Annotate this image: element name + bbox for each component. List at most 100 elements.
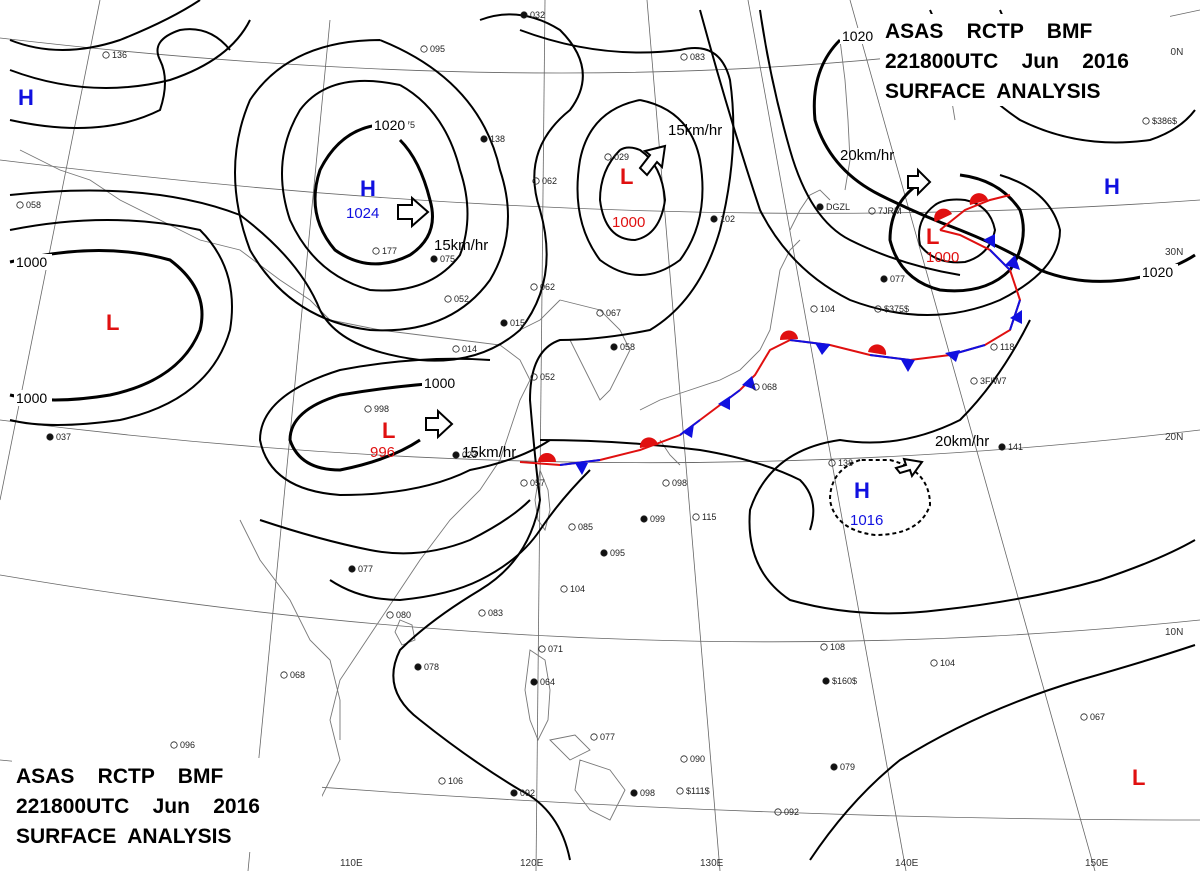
station-marker: [710, 215, 718, 223]
low-yellow-sea-value: 1000: [612, 214, 645, 231]
station-label: 077: [600, 732, 615, 742]
station-marker: [1142, 117, 1150, 125]
station-marker: [990, 343, 998, 351]
move-label-northeast: 20km/hr: [840, 147, 894, 164]
station-marker: [830, 763, 838, 771]
isobar-top-left2: [9, 19, 251, 89]
move-label-mongolia: 15km/hr: [434, 237, 488, 254]
coast-taiwan: [534, 468, 551, 532]
coast-visayas: [549, 734, 591, 761]
coast-sakhalin: [839, 39, 851, 191]
coast-hainan: [394, 619, 416, 646]
cold-tri-6: [900, 358, 915, 372]
high-pacific-value: 1016: [850, 512, 883, 529]
station-label: 078: [424, 662, 439, 672]
header-top-line3: SURFACE ANALYSIS: [885, 80, 1101, 103]
station-marker: [16, 201, 24, 209]
station-marker: [774, 808, 782, 816]
station-marker: [820, 643, 828, 651]
station-marker: [520, 11, 528, 19]
station-marker: [680, 53, 688, 61]
station-marker: [874, 305, 882, 313]
isobar-label-1020-ne: 1020: [842, 28, 873, 44]
cold-tri-2: [682, 424, 694, 438]
high-mongolia-value: 1024: [346, 205, 379, 222]
station-marker: [520, 479, 528, 487]
isobar-ne-outer2: [699, 9, 1062, 316]
coast-korea: [559, 299, 631, 401]
warm-semi-1: [538, 453, 556, 462]
cold-tri-10: [983, 234, 995, 248]
station-label: 058: [620, 342, 635, 352]
station-label: 014: [462, 344, 477, 354]
station-label: 099: [650, 514, 665, 524]
station-marker: [530, 283, 538, 291]
header-bottom-line1: ASAS RCTP BMF: [16, 765, 223, 788]
station-marker: [810, 305, 818, 313]
station-marker: [500, 319, 508, 327]
station-marker: [600, 549, 608, 557]
station-label: 058: [26, 200, 41, 210]
station-label: 095: [610, 548, 625, 558]
station-marker: [560, 585, 568, 593]
station-label: 079: [840, 762, 855, 772]
station-marker: [816, 203, 824, 211]
station-label: 083: [690, 52, 705, 62]
station-label: 037: [56, 432, 71, 442]
station-marker: [480, 135, 488, 143]
station-marker: [828, 459, 836, 467]
station-label: 098: [640, 788, 655, 798]
header-top-line1: ASAS RCTP BMF: [885, 20, 1092, 43]
warm-front-semicircles: [538, 193, 988, 462]
station-label: 138: [490, 134, 505, 144]
lon-label-140e: 140E: [895, 858, 919, 869]
move-label-southwest: 15km/hr: [462, 444, 516, 461]
arrow-northeast-icon: [907, 167, 932, 197]
lon-label-150e: 150E: [1085, 858, 1109, 869]
station-label: 141: [1008, 442, 1023, 452]
station-marker: [538, 645, 546, 653]
move-label-pacific: 20km/hr: [935, 433, 989, 450]
fronts: [519, 193, 1022, 475]
cold-tri-9: [1005, 255, 1020, 270]
station-label: 075: [440, 254, 455, 264]
low-southwest-symbol: L: [382, 418, 395, 443]
station-label: 071: [548, 644, 563, 654]
cold-tri-1: [575, 463, 588, 475]
isobar-mongolia-outer2: [234, 39, 509, 332]
cold-tri-3: [718, 396, 730, 410]
high-pacific-symbol: H: [854, 478, 870, 503]
station-label: 3FIW7: [980, 376, 1007, 386]
coast-asia-west: [19, 149, 331, 321]
station-marker: [662, 479, 670, 487]
arrow-pacific-icon: [894, 457, 924, 479]
low-yellow-sea-symbol: L: [620, 164, 633, 189]
coast-indochina: [239, 519, 341, 740]
isobar-south-china: [259, 499, 531, 555]
station-marker: [1080, 713, 1088, 721]
station-marker: [46, 433, 54, 441]
isobar-pacific-1016: [828, 459, 932, 537]
station-marker: [596, 309, 604, 317]
isobar-east-low-outer: [888, 173, 1025, 293]
isobar-pacific-outer: [748, 319, 1196, 615]
station-label: 136: [112, 50, 127, 60]
station-marker: [680, 755, 688, 763]
station-label: $111$: [686, 786, 710, 796]
station-marker: [386, 611, 394, 619]
station-label: 064: [540, 677, 555, 687]
isobar-sw-outer: [258, 357, 551, 497]
meridian-130e: [646, 0, 721, 871]
lat-label-20n: 20N: [1165, 432, 1183, 443]
header-bottom-line2: 221800UTC Jun 2016: [16, 795, 260, 818]
station-marker: [610, 343, 618, 351]
isobar-c-big: [392, 29, 735, 861]
cold-tri-7: [945, 350, 960, 362]
low-west-symbol: L: [106, 310, 119, 335]
station-label: 067: [1090, 712, 1105, 722]
station-label: $375$: [884, 304, 909, 314]
low-southeast-symbol: L: [1132, 765, 1145, 790]
station-label: 138: [838, 458, 853, 468]
station-marker: [604, 153, 612, 161]
station-label: 032: [530, 10, 545, 20]
